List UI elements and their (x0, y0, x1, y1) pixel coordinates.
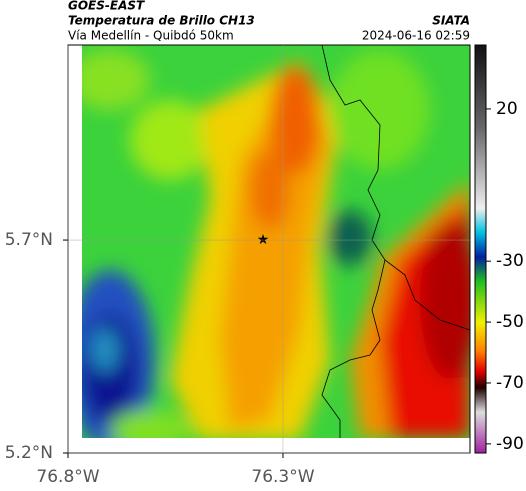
colorbar (474, 44, 487, 454)
colorbar-tick-label: 20 (496, 99, 518, 119)
colorbar-tick-label: -30 (496, 251, 524, 271)
title: Temperatura de Brillo CH13 (68, 14, 255, 28)
lon-tick-label: 76.8°W (36, 467, 99, 487)
colorbar-tick-label: -50 (496, 312, 524, 332)
satellite-image (82, 45, 470, 438)
source: GOES-EAST (68, 0, 145, 13)
lat-tick-label: 5.2°N (5, 443, 53, 463)
subtitle: Vía Medellín - Quibdó 50km (68, 29, 234, 43)
lat-tick-label: 5.7°N (5, 230, 53, 250)
colorbar-tick-label: -90 (496, 434, 524, 454)
datetime: 2024-06-16 02:59 (362, 29, 470, 43)
lon-tick-label: 76.3°W (251, 467, 314, 487)
org: SIATA (432, 14, 470, 28)
colorbar-tick-label: -70 (496, 373, 524, 393)
